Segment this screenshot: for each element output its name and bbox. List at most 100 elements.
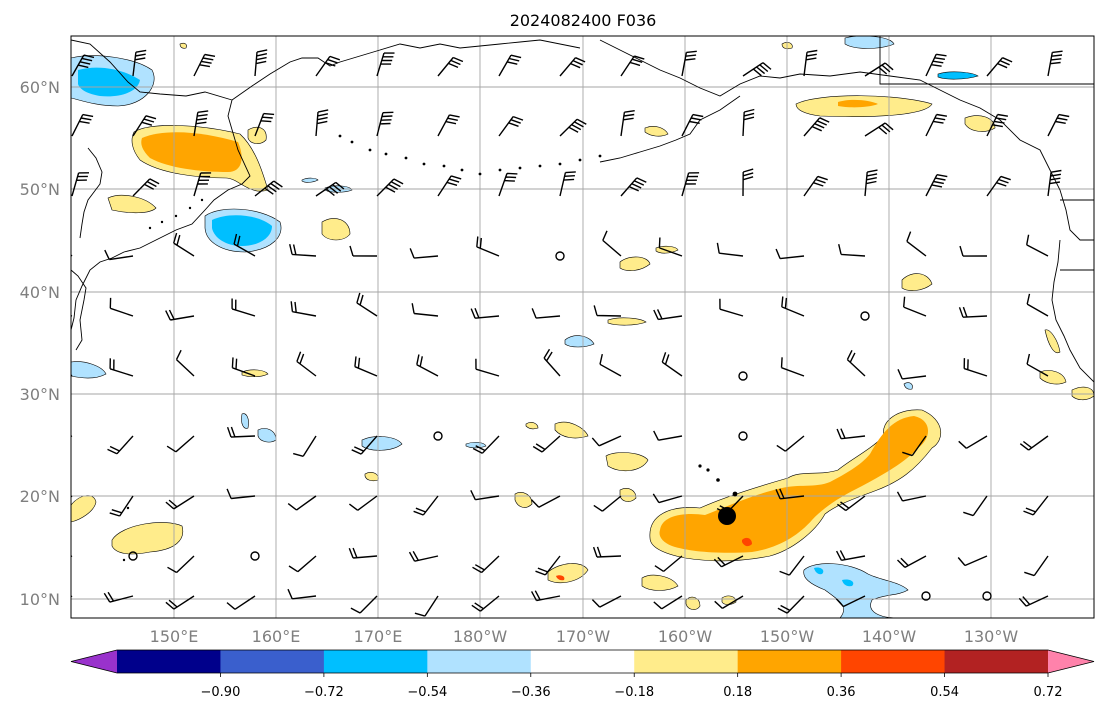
wind-barb: [71, 435, 73, 438]
wind-barb: [986, 113, 1009, 137]
colorbar-tick-label: −0.90: [201, 685, 241, 700]
wind-barb: [109, 297, 134, 317]
wind-barb: [376, 52, 395, 77]
colorbar-segment: [841, 650, 946, 673]
lon-label-160e: 160°E: [252, 627, 301, 646]
wind-barb: [776, 435, 805, 452]
wind-barb: [103, 591, 134, 603]
wind-barb: [719, 298, 744, 317]
wind-barb: [354, 356, 378, 377]
wind-barb: [472, 555, 500, 574]
tropical-cyclone-marker: [718, 507, 736, 525]
wind-barb: [593, 495, 622, 512]
lat-label-30n: 30°N: [20, 385, 60, 404]
wind-barb: [742, 168, 754, 197]
wind-barb: [925, 113, 948, 137]
wind-barbs: [71, 49, 1070, 617]
lon-tick-labels: 150°E 160°E 170°E 180°W 170°W 160°W 150°…: [150, 627, 1019, 646]
wind-barb: [530, 495, 561, 508]
wind-barb: [315, 181, 345, 197]
wind-barb: [836, 495, 866, 512]
wind-barb: [165, 495, 195, 510]
wind-barb: [288, 555, 317, 573]
aleutian-islands: [122, 134, 738, 562]
wind-barb: [925, 53, 947, 77]
wind-barb: [254, 49, 268, 77]
wind-barb: [166, 435, 195, 453]
wind-barb: [620, 110, 635, 137]
wind-barb: [959, 245, 988, 257]
wind-barb-calm: [982, 591, 992, 601]
wind-barb: [599, 353, 622, 377]
wind-barb: [1047, 169, 1062, 197]
wind-barb: [1023, 495, 1049, 516]
wind-barb-calm: [128, 551, 138, 561]
wind-barb: [591, 435, 622, 447]
wind-barb: [290, 301, 317, 317]
wind-barb: [289, 244, 317, 257]
wind-barb: [559, 118, 587, 137]
wind-barb: [107, 435, 134, 455]
wind-barb: [653, 595, 683, 610]
wind-barb: [475, 358, 500, 377]
wind-barb: [349, 245, 378, 257]
wind-barb: [602, 230, 622, 257]
wind-barb: [986, 175, 1011, 197]
coastlines: [71, 36, 1094, 383]
positive-anomaly-gulf-of-alaska-core: [838, 99, 878, 108]
colorbar-tick-label: −0.36: [511, 685, 551, 700]
wind-barb: [963, 495, 988, 517]
wind-barb: [470, 307, 500, 319]
wind-barb: [71, 315, 73, 317]
wind-barb: [437, 114, 460, 137]
wind-barb: [132, 178, 160, 197]
wind-barb: [226, 426, 256, 438]
wind-barb: [661, 352, 683, 377]
lat-label-40n: 40°N: [20, 283, 60, 302]
wind-barb: [838, 244, 866, 257]
wind-barb: [437, 175, 462, 197]
wind-barb: [592, 546, 622, 558]
lon-label-140w: 140°W: [862, 627, 917, 646]
wind-barb: [348, 547, 378, 559]
colorbar-tick-label: −0.18: [614, 685, 654, 700]
wind-barb: [777, 595, 805, 614]
positive-anomaly-small-c: [321, 218, 351, 241]
lat-label-50n: 50°N: [20, 180, 60, 199]
wind-barb: [71, 113, 94, 137]
wind-barb-calm: [860, 311, 870, 321]
wind-barb: [348, 495, 378, 511]
wind-barb: [652, 493, 683, 504]
wind-barb: [780, 357, 805, 377]
wind-barb: [897, 555, 927, 569]
wind-barb: [413, 495, 439, 516]
wind-barb: [193, 172, 212, 197]
negative-anomaly-alaska: [937, 71, 979, 80]
wind-barb: [531, 308, 561, 319]
negative-anomaly-south-east-core-b: [842, 579, 854, 587]
colorbar-outline: [70, 649, 1095, 674]
lon-label-170w: 170°W: [556, 627, 611, 646]
wind-barb-calm: [738, 371, 748, 381]
wind-barb: [1018, 595, 1049, 607]
colorbar-tick-label: −0.72: [304, 685, 344, 700]
wind-barb: [437, 56, 464, 77]
wind-barb: [71, 555, 73, 558]
positive-anomaly-north-small: [179, 42, 187, 49]
wind-barb: [71, 172, 90, 197]
wind-barb: [173, 232, 195, 257]
wind-barb: [470, 489, 500, 501]
lon-label-150e: 150°E: [150, 627, 199, 646]
colorbar-tick-label: 0.72: [1034, 685, 1063, 700]
gridlines: [71, 36, 1094, 618]
colorbar-tick-label: 0.36: [827, 685, 856, 700]
colorbar-segment: [737, 650, 842, 673]
negative-anomaly-mid-b: [241, 413, 249, 429]
positive-anomaly-small-b: [247, 127, 267, 144]
coastline-alaska: [599, 39, 1094, 241]
positive-anomaly-mid-f: [554, 421, 589, 439]
wind-barb: [958, 306, 988, 318]
wind-barb: [351, 435, 378, 455]
wind-barb: [356, 292, 378, 317]
wind-barb: [472, 435, 500, 454]
